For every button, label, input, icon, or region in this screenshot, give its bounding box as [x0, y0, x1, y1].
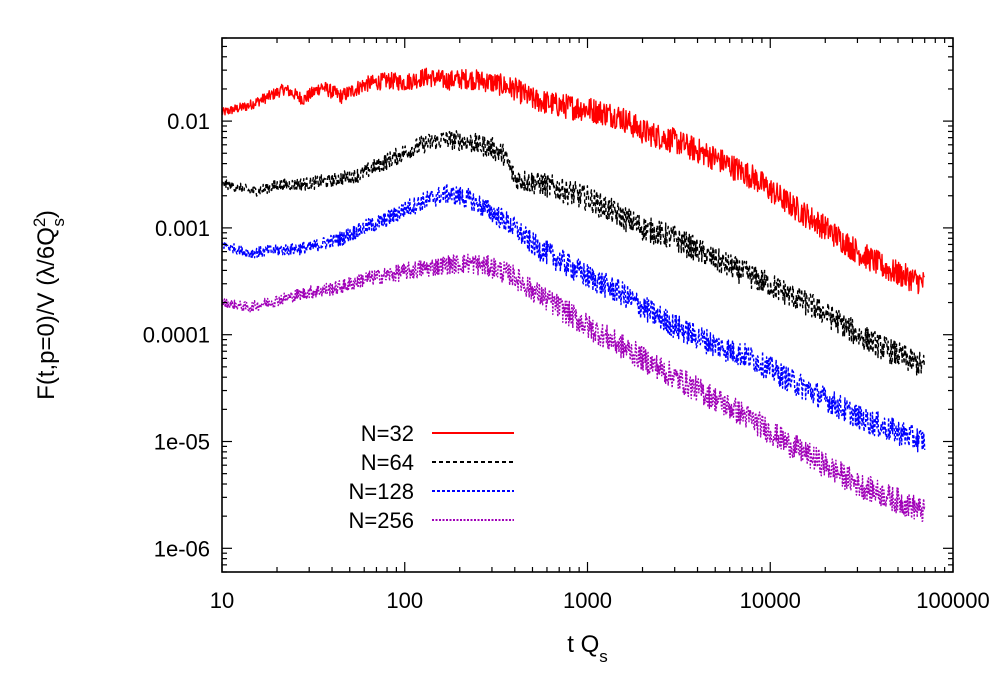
y-tick-label: 1e-06 [154, 536, 210, 561]
series-line-n-32 [221, 67, 925, 295]
series-line-n-128 [221, 183, 926, 453]
x-tick-label: 1000 [563, 588, 612, 613]
x-tick-label: 100 [386, 588, 423, 613]
x-tick-label: 10000 [740, 588, 801, 613]
y-tick-label: 1e-05 [154, 430, 210, 455]
y-axis-title: F(t,p=0)/V (λ/6Q2s) [30, 210, 68, 400]
x-tick-label: 100000 [916, 588, 989, 613]
legend-label: N=32 [361, 421, 414, 446]
y-tick-label: 0.001 [155, 216, 210, 241]
x-tick-label: 10 [210, 588, 234, 613]
series-layer [221, 67, 926, 522]
series-line-n-256 [221, 253, 926, 522]
legend: N=32 N=64 N=128 N=256 [349, 421, 514, 533]
y-tick-label: 0.0001 [143, 323, 210, 348]
series-line-n-64 [221, 130, 926, 376]
legend-label: N=128 [349, 479, 414, 504]
legend-label: N=256 [349, 508, 414, 533]
legend-label: N=64 [361, 450, 414, 475]
tick-layer: 10 100 1000 10000 100000 0.01 0.001 0.0001 1e-05… [143, 37, 990, 613]
x-axis-title: t Qs [567, 631, 608, 666]
y-tick-label: 0.01 [167, 109, 210, 134]
